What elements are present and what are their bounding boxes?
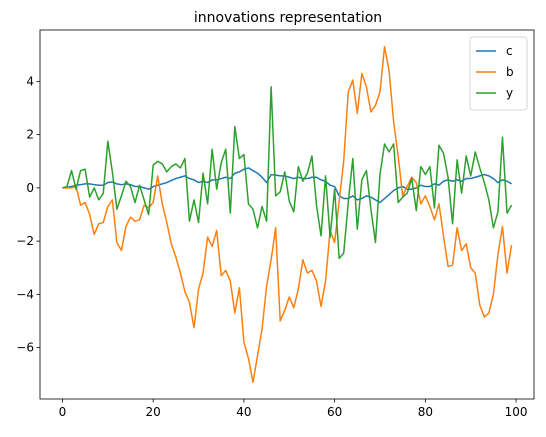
legend-label: y [506, 86, 513, 100]
line-series [62, 46, 513, 383]
y-tick-label: −6 [16, 341, 34, 355]
y-tick-label: 0 [26, 181, 34, 195]
line-series [62, 85, 513, 260]
x-tick-label: 80 [418, 405, 433, 419]
legend-box [469, 36, 528, 111]
x-tick-label: 0 [59, 405, 67, 419]
y-tick-label: −4 [16, 287, 34, 301]
legend-label: b [506, 65, 514, 79]
chart-title: innovations representation [194, 10, 382, 26]
x-tick-label: 40 [236, 405, 251, 419]
x-tick-label: 20 [146, 405, 161, 419]
x-tick-label: 60 [327, 405, 342, 419]
legend-label: c [506, 44, 513, 58]
x-tick-label: 100 [505, 405, 528, 419]
axes-frame [39, 29, 535, 400]
y-tick-label: 2 [26, 128, 34, 142]
y-tick-label: 4 [26, 74, 34, 88]
y-tick-label: −2 [16, 234, 34, 248]
